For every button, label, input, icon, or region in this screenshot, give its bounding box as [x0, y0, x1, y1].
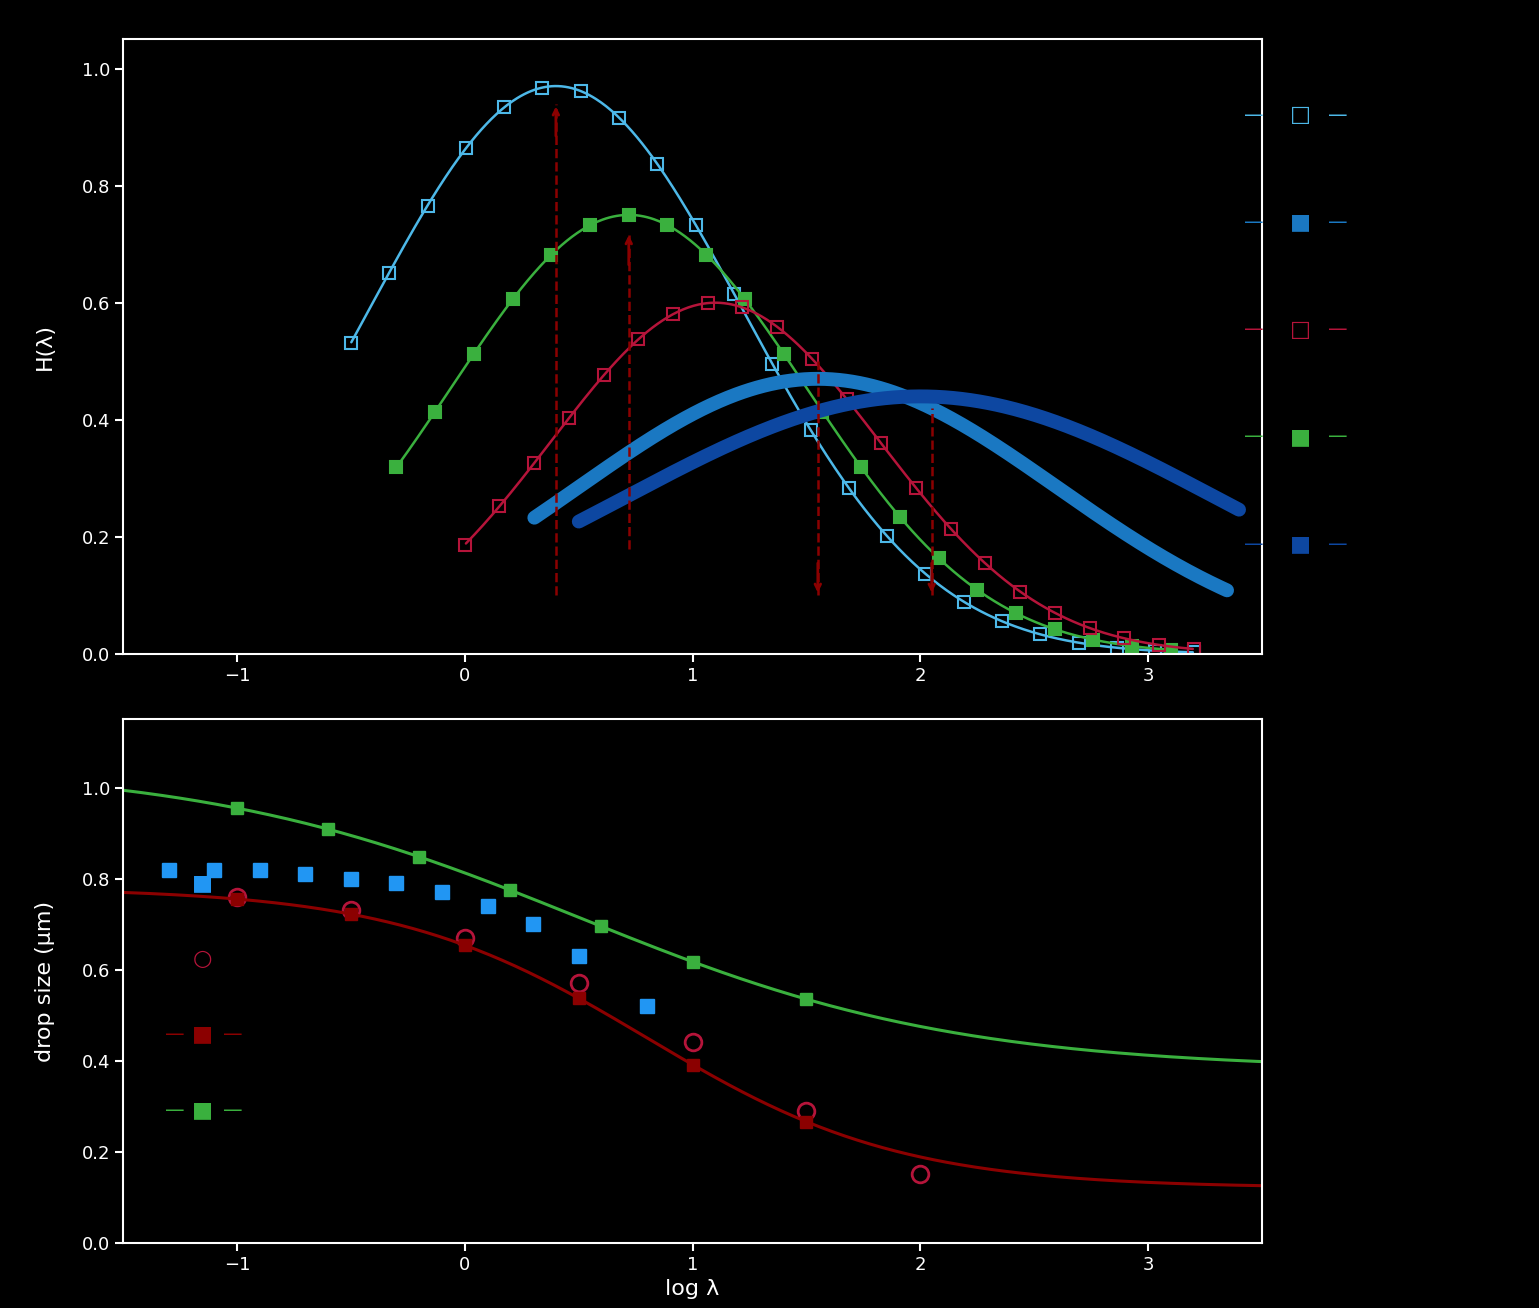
- Text: —: —: [1328, 535, 1348, 553]
- Text: ■: ■: [192, 1100, 214, 1121]
- Text: —: —: [1328, 428, 1348, 446]
- Text: —: —: [223, 1025, 243, 1044]
- Text: ○: ○: [192, 948, 212, 969]
- Text: —: —: [1328, 106, 1348, 124]
- Text: —: —: [1244, 213, 1264, 232]
- Text: ■: ■: [192, 1024, 214, 1045]
- Text: —: —: [1328, 320, 1348, 339]
- Text: —: —: [223, 1101, 243, 1120]
- Text: —: —: [1244, 320, 1264, 339]
- X-axis label: log λ: log λ: [665, 1279, 720, 1299]
- Text: □: □: [1290, 105, 1311, 126]
- Y-axis label: drop size (μm): drop size (μm): [35, 900, 55, 1062]
- Text: —: —: [165, 1101, 185, 1120]
- Y-axis label: H(λ): H(λ): [35, 323, 55, 370]
- Text: —: —: [1244, 535, 1264, 553]
- Text: —: —: [1244, 428, 1264, 446]
- Text: ■: ■: [1290, 426, 1311, 447]
- Text: —: —: [1328, 213, 1348, 232]
- Text: —: —: [165, 1025, 185, 1044]
- Text: ■: ■: [1290, 534, 1311, 555]
- Text: □: □: [1290, 319, 1311, 340]
- Text: ■: ■: [192, 872, 214, 893]
- Text: —: —: [1244, 106, 1264, 124]
- Text: ■: ■: [1290, 212, 1311, 233]
